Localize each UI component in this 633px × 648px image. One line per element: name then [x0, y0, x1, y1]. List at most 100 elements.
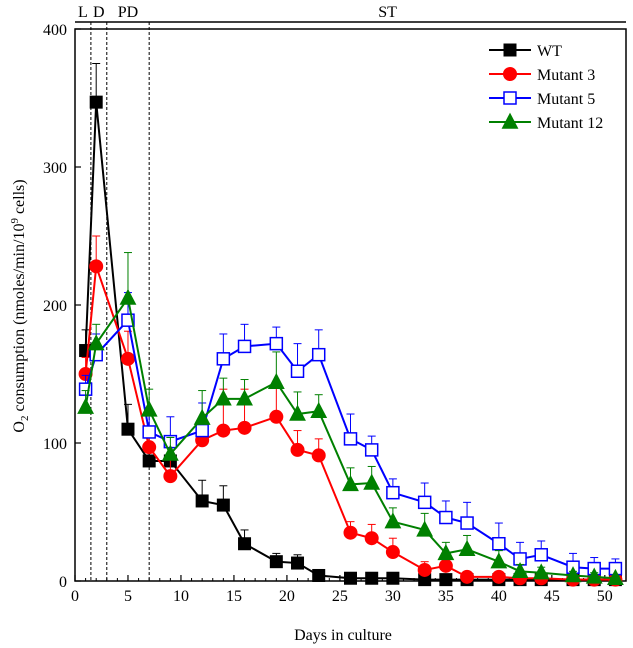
data-point [492, 536, 506, 551]
data-point [267, 372, 285, 389]
y-axis-label: O2 consumption (nmoles/min/109 cells) [9, 179, 31, 432]
data-point [142, 454, 156, 468]
legend-marker [503, 67, 517, 81]
data-point [216, 352, 231, 366]
data-point [311, 347, 326, 362]
phase-layer: L D PD ST [75, 4, 626, 581]
data-point [310, 401, 328, 418]
data-point [161, 444, 179, 461]
data-point [342, 475, 359, 492]
series-layer [77, 63, 624, 587]
plot-frame [74, 28, 627, 582]
x-tick-label: 45 [544, 588, 560, 605]
series-line [84, 102, 616, 581]
data-point [216, 423, 231, 438]
legend: WT Mutant 3 Mutant 5 Mutant 12 [489, 43, 603, 132]
data-point [437, 544, 455, 561]
data-point [214, 389, 232, 406]
y-tick-label: 400 [43, 22, 67, 39]
data-point [532, 563, 550, 580]
legend-item: Mutant 12 [489, 112, 603, 132]
data-point [344, 571, 357, 585]
x-tick-label: 25 [332, 588, 348, 605]
data-point [290, 364, 305, 378]
data-point [87, 334, 105, 351]
x-tick-label: 5 [124, 588, 132, 605]
data-point [269, 336, 284, 351]
data-point [564, 566, 582, 583]
data-point [438, 558, 453, 573]
data-point [269, 555, 283, 569]
data-point [458, 539, 476, 556]
data-point [534, 548, 548, 562]
legend-marker [503, 43, 517, 57]
data-point [140, 400, 158, 417]
x-tick-label: 30 [385, 588, 401, 605]
data-point [289, 404, 306, 421]
data-point [606, 568, 624, 585]
data-point [312, 568, 326, 582]
legend-label: Mutant 5 [537, 91, 595, 108]
legend-label: Mutant 3 [537, 67, 595, 84]
data-point [119, 288, 137, 305]
data-point [343, 432, 358, 446]
y-tick-label: 200 [43, 298, 67, 315]
data-point [89, 95, 103, 109]
y-tick-label: 0 [59, 574, 67, 591]
data-point [386, 485, 400, 500]
x-tick-label: 50 [597, 588, 613, 605]
data-point [511, 561, 529, 579]
data-point [490, 552, 508, 569]
data-point [460, 569, 475, 584]
data-point [364, 443, 379, 457]
data-point [491, 569, 506, 584]
data-point [384, 512, 402, 529]
legend-marker [501, 112, 519, 129]
data-point [236, 389, 253, 406]
legend-label: Mutant 12 [537, 115, 603, 132]
data-point [417, 562, 432, 577]
data-point [364, 531, 379, 546]
data-point [89, 347, 103, 362]
series-mutant-3 [78, 235, 623, 587]
data-point [237, 339, 252, 354]
data-point [311, 448, 326, 463]
data-point [142, 440, 157, 455]
data-point [77, 397, 95, 414]
data-point [238, 537, 252, 551]
y-tick-label: 100 [43, 436, 67, 453]
y-axis-label-sup: 9 [9, 218, 21, 224]
data-point [216, 498, 230, 512]
x-tick-label: 10 [173, 588, 189, 605]
data-point [585, 567, 603, 584]
x-tick-label: 20 [279, 588, 295, 605]
data-point [417, 495, 432, 510]
legend-item: Mutant 3 [489, 67, 595, 84]
data-point [269, 409, 284, 424]
phase-label: ST [378, 4, 397, 21]
x-axis-label: Days in culture [294, 627, 392, 644]
data-point [439, 510, 453, 525]
data-point [460, 516, 474, 530]
x-tick-label: 0 [71, 588, 79, 605]
legend-label: WT [537, 43, 562, 60]
data-point [363, 473, 381, 490]
data-point [343, 525, 358, 540]
data-point [291, 556, 305, 570]
data-point [386, 571, 400, 585]
data-point [193, 408, 211, 425]
x-tick-label: 35 [438, 588, 454, 605]
data-point [290, 442, 305, 457]
y-axis-label-sub: 2 [19, 416, 31, 422]
data-point [385, 545, 400, 560]
phase-label: L [78, 4, 88, 21]
data-point [365, 571, 379, 585]
data-point [120, 351, 135, 366]
data-point [195, 423, 209, 438]
series-mutant-5 [78, 292, 623, 576]
data-point [121, 422, 135, 436]
x-tick-label: 15 [226, 588, 242, 605]
data-point [237, 420, 252, 435]
y-tick-label: 300 [43, 160, 67, 177]
